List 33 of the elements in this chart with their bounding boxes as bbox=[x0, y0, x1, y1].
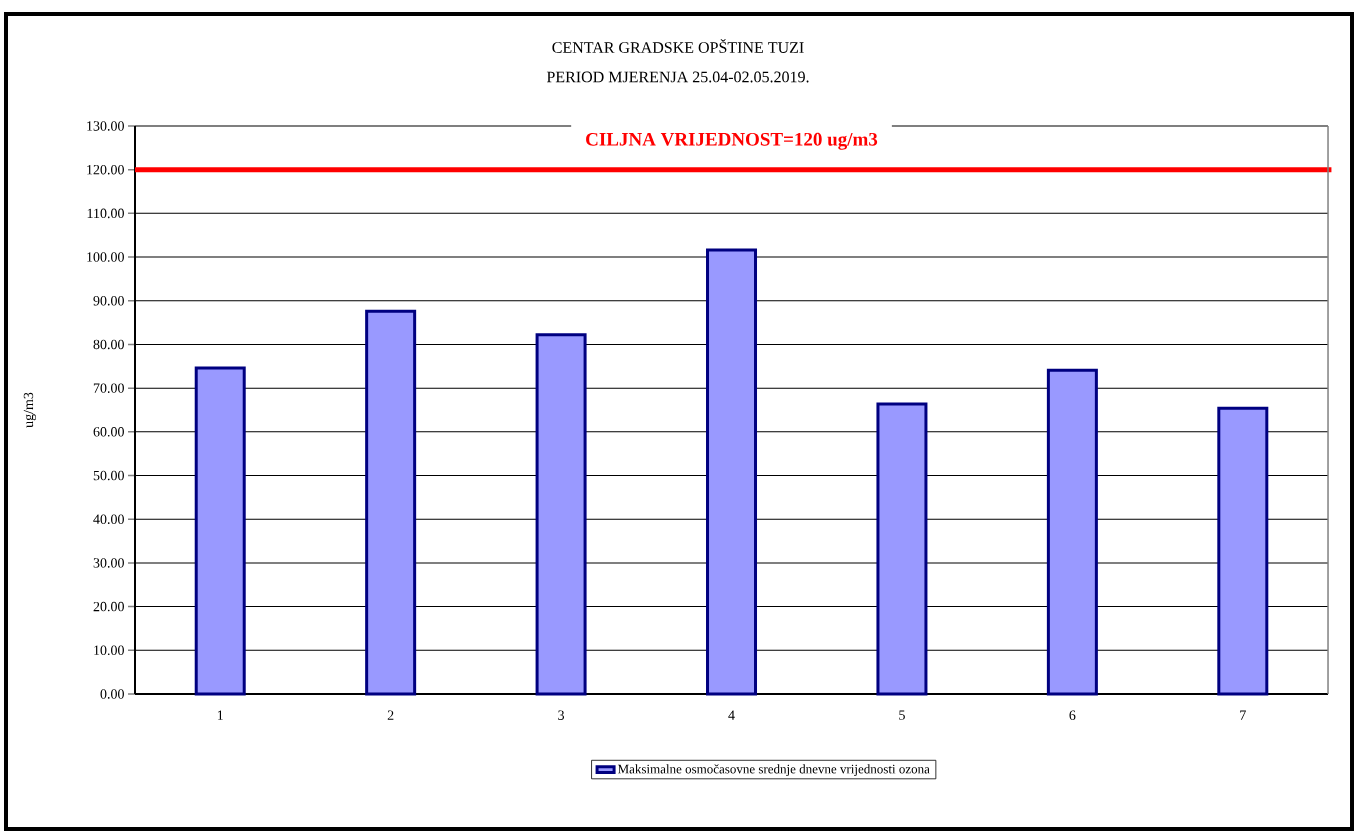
y-tick-label: 30.00 bbox=[93, 558, 124, 568]
y-tick-label: 80.00 bbox=[93, 339, 124, 350]
y-tick-label: 130.00 bbox=[87, 121, 124, 131]
x-tick-label: 5 bbox=[899, 710, 905, 720]
x-tick-label: 3 bbox=[558, 710, 565, 720]
bar bbox=[876, 402, 928, 696]
legend-label: Maksimalne osmočasovne srednje dnevne vrijednosti ozona bbox=[617, 764, 930, 777]
y-tick-label: 50.00 bbox=[93, 470, 124, 481]
x-tick-label: 7 bbox=[1240, 710, 1246, 720]
y-tick-label: 0.00 bbox=[100, 689, 124, 699]
x-tick-label: 2 bbox=[387, 710, 394, 720]
bar bbox=[1217, 406, 1269, 696]
y-tick-label: 10.00 bbox=[94, 645, 124, 656]
chart-title: CENTAR GRADSKE OPŠTINE TUZI bbox=[552, 39, 804, 53]
y-tick-label: 90.00 bbox=[93, 296, 124, 306]
bar bbox=[535, 333, 587, 696]
x-tick-label: 6 bbox=[1069, 710, 1076, 720]
y-tick-label: 110.00 bbox=[87, 208, 124, 219]
bar bbox=[194, 366, 246, 696]
y-tick-label: 120.00 bbox=[87, 164, 124, 175]
y-axis-title: ug/m3 bbox=[23, 392, 37, 428]
chart-subtitle: PERIOD MJERENJA 25.04-02.05.2019. bbox=[546, 71, 809, 83]
y-tick-label: 40.00 bbox=[93, 514, 124, 524]
y-tick-label: 20.00 bbox=[93, 601, 124, 612]
bar bbox=[365, 309, 417, 696]
bar bbox=[1046, 368, 1098, 696]
x-tick-label: 1 bbox=[217, 710, 223, 720]
x-tick-label: 4 bbox=[728, 710, 735, 720]
y-tick-label: 70.00 bbox=[93, 383, 124, 393]
bar bbox=[706, 248, 758, 696]
y-tick-label: 60.00 bbox=[93, 427, 124, 437]
y-tick-label: 100.00 bbox=[87, 252, 124, 262]
ref-line-label: CILJNA VRIJEDNOST=120 ug/m3 bbox=[586, 132, 878, 150]
